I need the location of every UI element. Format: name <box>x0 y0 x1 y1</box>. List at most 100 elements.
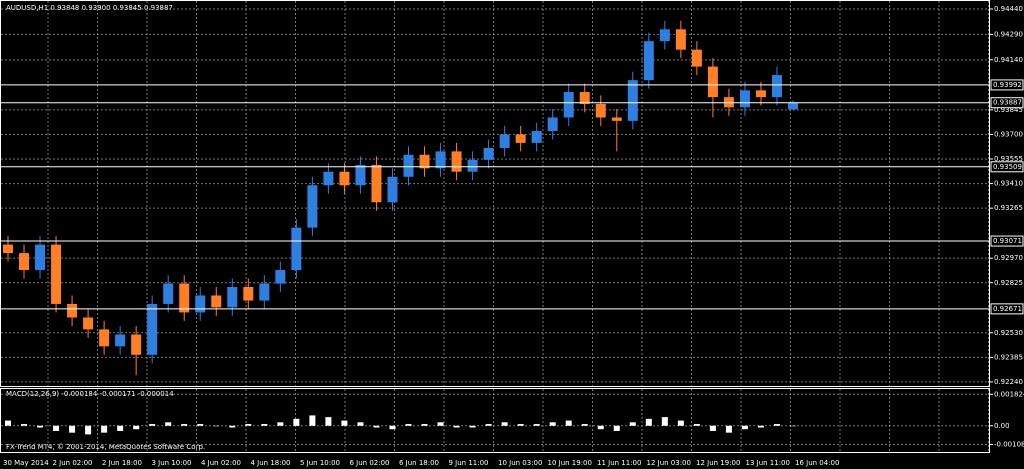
level-label: 0.92671 <box>993 305 1022 313</box>
level-label: 0.93509 <box>993 163 1022 171</box>
macd-bar <box>373 425 380 428</box>
macd-bar <box>661 417 668 426</box>
x-tick-label: 16 Jun 04:00 <box>795 459 839 467</box>
macd-bar <box>213 425 220 427</box>
candle-body <box>579 92 590 104</box>
macd-bar <box>389 425 396 430</box>
candle-body <box>611 117 622 121</box>
y-tick-label: 0.94290 <box>994 30 1023 38</box>
candle-body <box>499 134 510 148</box>
candle-body <box>67 303 78 318</box>
candle-body <box>435 151 446 169</box>
candle-body <box>227 286 238 308</box>
y-tick-label: 0.92825 <box>994 279 1023 287</box>
candle-body <box>771 75 782 98</box>
candle-body <box>467 159 478 172</box>
macd-bar <box>533 424 540 426</box>
macd-bar <box>309 415 316 426</box>
macd-bar <box>133 425 140 430</box>
macd-bar <box>741 425 748 430</box>
macd-bar <box>693 424 700 426</box>
y-tick-label: -0.001086 <box>994 441 1024 449</box>
candle-body <box>659 29 670 42</box>
candle-body <box>99 329 110 347</box>
level-label: 0.93887 <box>993 99 1022 107</box>
y-tick-label: 0.92530 <box>994 329 1023 337</box>
macd-bar <box>85 425 92 435</box>
x-tick-label: 10 Jun 03:00 <box>498 459 542 467</box>
candle-body <box>51 244 62 304</box>
macd-bar <box>229 425 236 428</box>
candle-body <box>291 227 302 271</box>
candle-body <box>83 317 94 330</box>
y-tick-label: 0.93700 <box>994 130 1023 138</box>
macd-bar <box>245 424 252 426</box>
macd-bar <box>565 420 572 426</box>
candle-body <box>595 103 606 118</box>
macd-bar <box>773 424 780 426</box>
x-tick-label: 9 Jun 11:00 <box>449 459 489 467</box>
x-tick-label: 5 Jun 10:00 <box>300 459 340 467</box>
y-tick-label: 0.93410 <box>994 180 1023 188</box>
y-tick-label: 0.93265 <box>994 204 1023 212</box>
candle-body <box>211 295 222 308</box>
y-tick-label: 0.92240 <box>994 378 1023 386</box>
candle-body <box>115 334 126 347</box>
macd-bar <box>293 418 300 426</box>
macd-bar <box>261 424 268 426</box>
macd-bar <box>421 424 428 426</box>
macd-panel <box>0 388 990 453</box>
candle-body <box>627 80 638 121</box>
macd-bar <box>101 425 108 433</box>
candle-body <box>643 41 654 81</box>
level-box <box>990 97 1024 109</box>
candle-body <box>275 270 286 284</box>
candle-body <box>707 66 718 98</box>
macd-bar <box>453 425 460 428</box>
candle-body <box>691 49 702 67</box>
candle-body <box>483 147 494 160</box>
x-tick-label: 2 Jun 18:00 <box>102 459 142 467</box>
candle-body <box>339 171 350 186</box>
chart-title: AUDUSD,H1 0.93848 0.93900 0.93845 0.9388… <box>6 4 173 12</box>
x-tick-label: 13 Jun 11:00 <box>746 459 790 467</box>
macd-bar <box>549 422 556 426</box>
candle-body <box>35 244 46 271</box>
candle-body <box>179 283 190 313</box>
candle-body <box>451 151 462 172</box>
candle-body <box>755 90 766 98</box>
x-tick-label: 11 Jun 11:00 <box>597 459 641 467</box>
macd-bar <box>597 425 604 430</box>
x-tick-label: 4 Jun 02:00 <box>201 459 241 467</box>
level-box <box>990 79 1024 91</box>
candle-body <box>547 117 558 132</box>
level-label: 0.93992 <box>993 81 1022 89</box>
candle-body <box>387 176 398 203</box>
candle-body <box>323 171 334 186</box>
x-tick-label: 3 Jun 10:00 <box>152 459 192 467</box>
macd-bar <box>341 420 348 426</box>
macd-bar <box>437 422 444 426</box>
y-tick-label: 0.00 <box>994 422 1010 430</box>
macd-bar <box>181 424 188 426</box>
macd-bar <box>725 425 732 433</box>
macd-bar <box>613 425 620 431</box>
candle-body <box>531 131 542 143</box>
candle-body <box>675 29 686 50</box>
macd-bar <box>709 425 716 431</box>
candle-body <box>788 102 798 110</box>
y-tick-label: 0.92385 <box>994 353 1023 361</box>
macd-bar <box>37 425 44 428</box>
macd-bar <box>197 424 204 426</box>
macd-bar <box>469 425 476 428</box>
level-box <box>990 161 1024 173</box>
y-tick-label: 0.94440 <box>994 5 1023 13</box>
y-tick-label: 0.94140 <box>994 56 1023 64</box>
y-tick-label: 0.93555 <box>994 155 1023 163</box>
x-tick-label: 10 Jun 19:00 <box>548 459 592 467</box>
macd-bar <box>790 425 796 427</box>
y-tick-label: 0.93845 <box>994 106 1023 114</box>
macd-bar <box>757 425 764 428</box>
